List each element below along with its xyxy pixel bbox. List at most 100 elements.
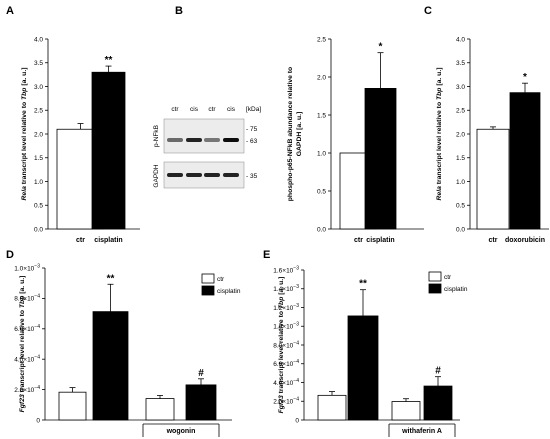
- category-label-c: doxorubicin: [505, 237, 545, 244]
- tick-mantissa: 8.0×10: [273, 342, 293, 349]
- tick-mantissa: 1.2×10: [273, 305, 293, 312]
- bar-d-ctr: [145, 398, 175, 421]
- y-tick-label-e: 0: [295, 417, 299, 424]
- marker-label: - 75: [246, 126, 258, 133]
- y-tick-label-e: 1.6×10−3: [273, 265, 299, 274]
- y-axis-label-e-part: Tbp: [278, 297, 285, 309]
- y-tick-label-e: 1.4×10−3: [273, 284, 299, 293]
- blot-band-gapdh: [223, 173, 239, 177]
- marker-unit: [kDa]: [246, 106, 261, 113]
- tick-mantissa: 4.0×10: [273, 380, 293, 387]
- lane-label: ctr: [208, 106, 216, 113]
- tick-exponent: −3: [34, 263, 40, 269]
- blot-row-label: p-NFkB: [153, 125, 160, 147]
- y-axis-label-a-part: Tbp: [21, 88, 28, 100]
- y-tick-label-c: 1.5: [456, 155, 465, 162]
- tick-exponent: −3: [293, 303, 299, 309]
- y-axis-label-b: phospho-p65-NFkB abundance relative to: [287, 67, 294, 201]
- group-label-e: withaferin A: [401, 428, 442, 435]
- tick-mantissa: 8.0×10: [14, 296, 34, 303]
- tick-mantissa: 4.0×10: [14, 357, 34, 364]
- bar-b-cisplatin: [364, 88, 397, 230]
- y-axis-label-e-part: Fgf23: [278, 395, 285, 413]
- category-label-a: cisplatin: [94, 237, 122, 244]
- y-tick-label-a: 4.0: [34, 36, 43, 43]
- y-axis-label-a-part: transcript level relative to: [21, 100, 28, 186]
- y-tick-label-b: 0.0: [317, 226, 326, 233]
- y-axis-label-a-part: Rela: [21, 186, 28, 201]
- y-axis-label-a: Rela transcript level relative to Tbp [a…: [21, 68, 28, 201]
- blot-row-label: GAPDH: [153, 164, 160, 187]
- blot-band-gapdh: [204, 173, 220, 177]
- tick-exponent: −3: [293, 265, 299, 271]
- y-axis-label-b: GAPDH [a. u.]: [296, 112, 303, 157]
- bar-a-cisplatin: [91, 71, 126, 230]
- y-axis-label-c-part: Rela: [436, 186, 443, 201]
- lane-label: cis: [227, 106, 236, 113]
- tick-exponent: −4: [34, 385, 40, 391]
- y-tick-label-e: 8.0×10−4: [273, 340, 299, 349]
- tick-mantissa: 2.0×10: [273, 399, 293, 406]
- y-axis-label-e: Fgf23 transcript level relative to Tbp […: [278, 277, 285, 414]
- legend-swatch-d-ctr: [201, 273, 215, 284]
- y-tick-label-d: 6.0×10−4: [14, 324, 40, 333]
- y-tick-label-e: 6.0×10−4: [273, 359, 299, 368]
- category-label-a: ctr: [76, 237, 85, 244]
- y-tick-label-a: 2.5: [34, 108, 43, 115]
- tick-exponent: −4: [293, 359, 299, 365]
- y-axis-label-e-part: [a. u.]: [278, 277, 285, 297]
- tick-mantissa: 6.0×10: [14, 326, 34, 333]
- bar-e-ctr: [391, 401, 421, 421]
- y-axis-label-e-part: transcript level relative to: [278, 309, 285, 395]
- bar-d-cisplatin: [185, 384, 217, 421]
- blot-band-p-nfkb: [186, 138, 202, 142]
- y-tick-label-c: 0.5: [456, 203, 465, 210]
- y-tick-label-a: 3.0: [34, 84, 43, 91]
- y-tick-label-c: 2.0: [456, 131, 465, 138]
- blot-membrane-p-nfkb: [163, 118, 245, 154]
- y-tick-label-d: 8.0×10−4: [14, 294, 40, 303]
- tick-mantissa: 1.4×10: [273, 286, 293, 293]
- y-axis-label-c-part: [a. u.]: [436, 68, 443, 88]
- tick-exponent: −3: [293, 284, 299, 290]
- tick-mantissa: 6.0×10: [273, 361, 293, 368]
- panel-label-e: E: [263, 249, 270, 261]
- bar-e-ctr: [317, 394, 347, 421]
- legend-label-e-ctr: ctr: [444, 274, 452, 281]
- tick-exponent: −3: [293, 322, 299, 328]
- y-tick-label-d: 1.0×10−3: [14, 263, 40, 272]
- panel-b: B 0.0 0.5 1.0 1.5 2.0 2.5 ctr * cisplatin phospho-…: [153, 5, 424, 244]
- tick-exponent: −4: [293, 397, 299, 403]
- y-tick-label-a: 0.5: [34, 203, 43, 210]
- significance-d: #: [198, 368, 204, 379]
- tick-exponent: −4: [34, 324, 40, 330]
- y-tick-label-d: 0: [36, 417, 40, 424]
- blot-band-p-nfkb: [204, 138, 220, 142]
- bar-c-ctr: [476, 128, 510, 230]
- group-label-d: wogonin: [166, 428, 196, 435]
- y-tick-label-c: 2.5: [456, 108, 465, 115]
- y-tick-label-c: 3.0: [456, 84, 465, 91]
- y-tick-label-e: 1.2×10−3: [273, 303, 299, 312]
- y-tick-label-b: 2.5: [317, 36, 326, 43]
- tick-mantissa: 1.0×10: [14, 265, 34, 272]
- y-tick-label-d: 4.0×10−4: [14, 355, 40, 364]
- y-tick-label-e: 4.0×10−4: [273, 378, 299, 387]
- panel-label-a: A: [6, 5, 14, 17]
- panel-label-b: B: [175, 5, 183, 17]
- significance-b: *: [379, 42, 383, 53]
- y-tick-label-a: 1.5: [34, 155, 43, 162]
- tick-mantissa: 0: [36, 417, 40, 424]
- tick-exponent: −4: [293, 340, 299, 346]
- category-label-b: ctr: [354, 237, 363, 244]
- tick-exponent: −4: [293, 378, 299, 384]
- y-axis-label-c-part: transcript level relative to: [436, 100, 443, 186]
- y-tick-label-a: 0.0: [34, 226, 43, 233]
- y-tick-label-c: 0.0: [456, 226, 465, 233]
- y-tick-label-b: 1.5: [317, 112, 326, 119]
- bar-e-cisplatin: [347, 315, 379, 421]
- y-tick-label-c: 1.0: [456, 179, 465, 186]
- legend-label-d-ctr: ctr: [217, 276, 225, 283]
- y-tick-label-e: 1.0×10−3: [273, 322, 299, 331]
